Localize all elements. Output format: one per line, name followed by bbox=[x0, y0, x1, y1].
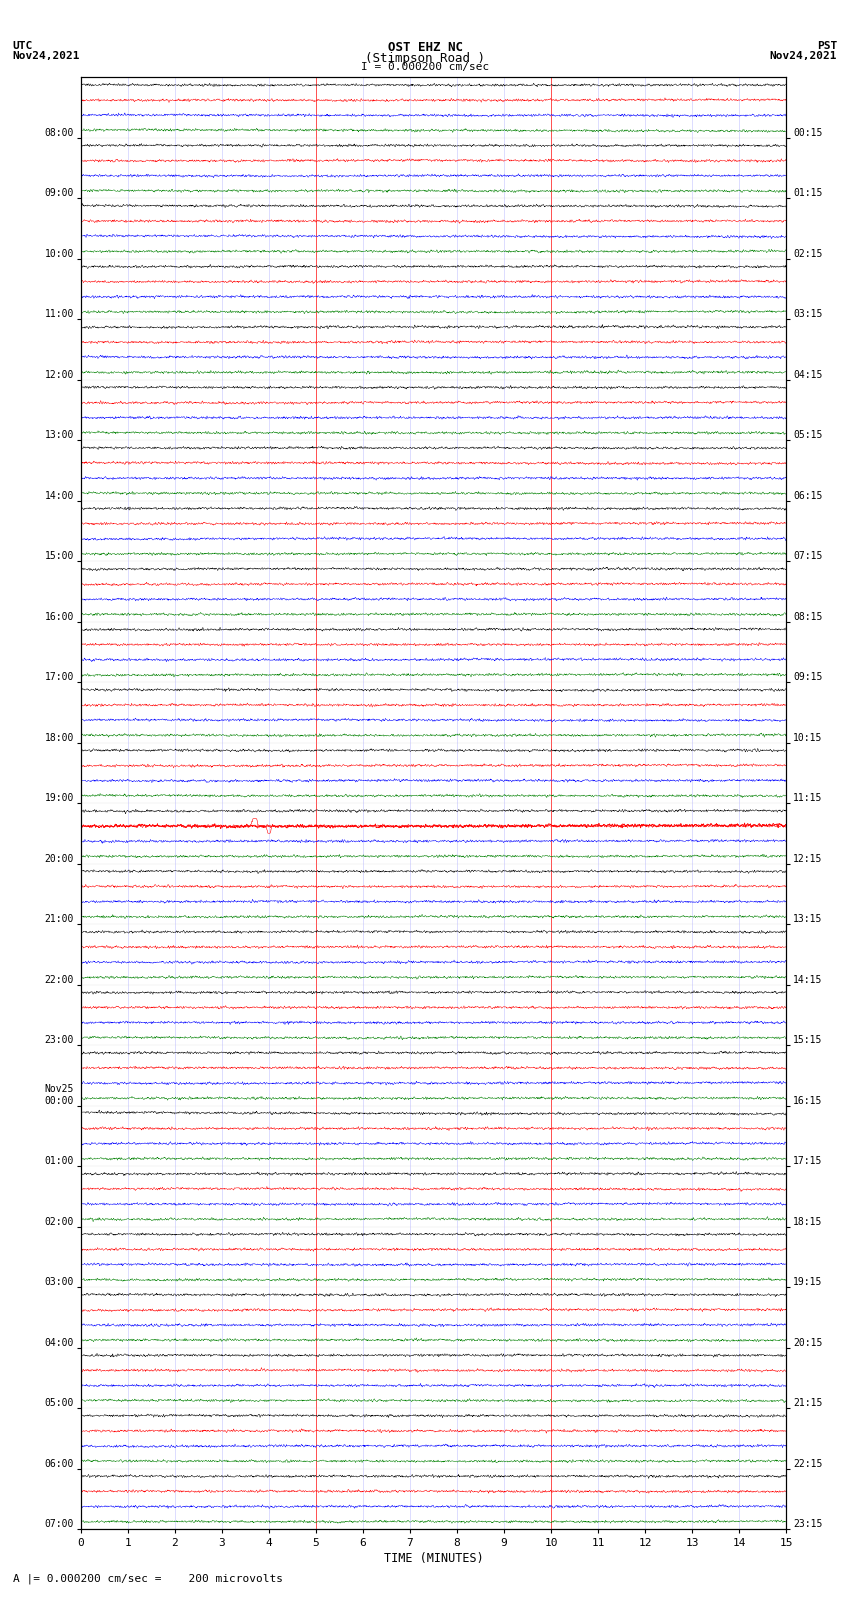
Text: PST: PST bbox=[817, 40, 837, 52]
X-axis label: TIME (MINUTES): TIME (MINUTES) bbox=[383, 1552, 484, 1565]
Text: Nov24,2021: Nov24,2021 bbox=[13, 50, 80, 61]
Text: I = 0.000200 cm/sec: I = 0.000200 cm/sec bbox=[361, 63, 489, 73]
Text: UTC: UTC bbox=[13, 40, 33, 52]
Text: (Stimpson Road ): (Stimpson Road ) bbox=[365, 52, 485, 65]
Text: Nov24,2021: Nov24,2021 bbox=[770, 50, 837, 61]
Text: A |= 0.000200 cm/sec =    200 microvolts: A |= 0.000200 cm/sec = 200 microvolts bbox=[13, 1573, 283, 1584]
Text: OST EHZ NC: OST EHZ NC bbox=[388, 40, 462, 55]
